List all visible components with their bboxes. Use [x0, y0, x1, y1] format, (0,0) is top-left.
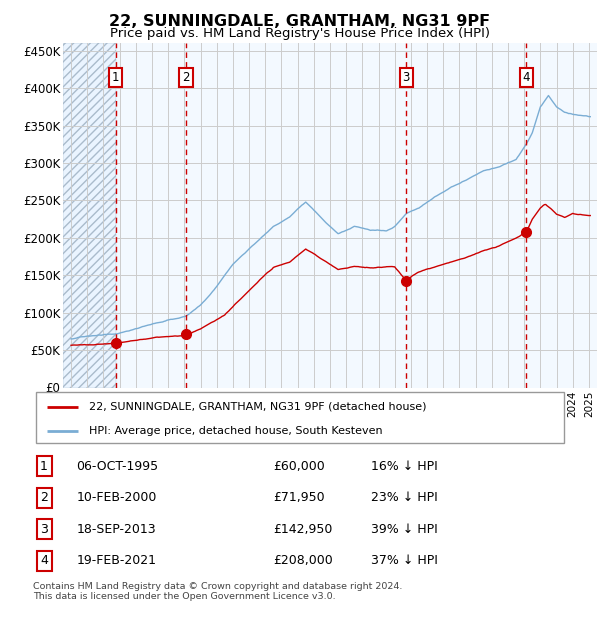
- Text: 10-FEB-2000: 10-FEB-2000: [77, 491, 157, 504]
- Text: 3: 3: [40, 523, 48, 536]
- Text: 3: 3: [403, 71, 410, 84]
- Bar: [406, 43, 526, 388]
- Text: 23% ↓ HPI: 23% ↓ HPI: [371, 491, 437, 504]
- Text: 18-SEP-2013: 18-SEP-2013: [77, 523, 156, 536]
- Text: 06-OCT-1995: 06-OCT-1995: [77, 459, 158, 472]
- Text: 22, SUNNINGDALE, GRANTHAM, NG31 9PF: 22, SUNNINGDALE, GRANTHAM, NG31 9PF: [109, 14, 491, 29]
- Text: 1: 1: [40, 459, 48, 472]
- Text: HPI: Average price, detached house, South Kesteven: HPI: Average price, detached house, Sout…: [89, 425, 382, 436]
- Text: £71,950: £71,950: [274, 491, 325, 504]
- Text: 2: 2: [182, 71, 190, 84]
- Text: £142,950: £142,950: [274, 523, 333, 536]
- Text: 2: 2: [40, 491, 48, 504]
- Text: Contains HM Land Registry data © Crown copyright and database right 2024.
This d: Contains HM Land Registry data © Crown c…: [33, 582, 403, 601]
- Text: 16% ↓ HPI: 16% ↓ HPI: [371, 459, 437, 472]
- Text: 4: 4: [523, 71, 530, 84]
- Text: 1: 1: [112, 71, 119, 84]
- Text: 19-FEB-2021: 19-FEB-2021: [77, 554, 157, 567]
- Bar: [186, 43, 406, 388]
- Text: £60,000: £60,000: [274, 459, 325, 472]
- Bar: [63, 43, 116, 388]
- Text: £208,000: £208,000: [274, 554, 334, 567]
- Bar: [63, 43, 116, 388]
- Text: 22, SUNNINGDALE, GRANTHAM, NG31 9PF (detached house): 22, SUNNINGDALE, GRANTHAM, NG31 9PF (det…: [89, 402, 426, 412]
- Bar: [526, 43, 597, 388]
- Text: 39% ↓ HPI: 39% ↓ HPI: [371, 523, 437, 536]
- Bar: [116, 43, 186, 388]
- Text: 37% ↓ HPI: 37% ↓ HPI: [371, 554, 437, 567]
- Text: 4: 4: [40, 554, 48, 567]
- Text: Price paid vs. HM Land Registry's House Price Index (HPI): Price paid vs. HM Land Registry's House …: [110, 27, 490, 40]
